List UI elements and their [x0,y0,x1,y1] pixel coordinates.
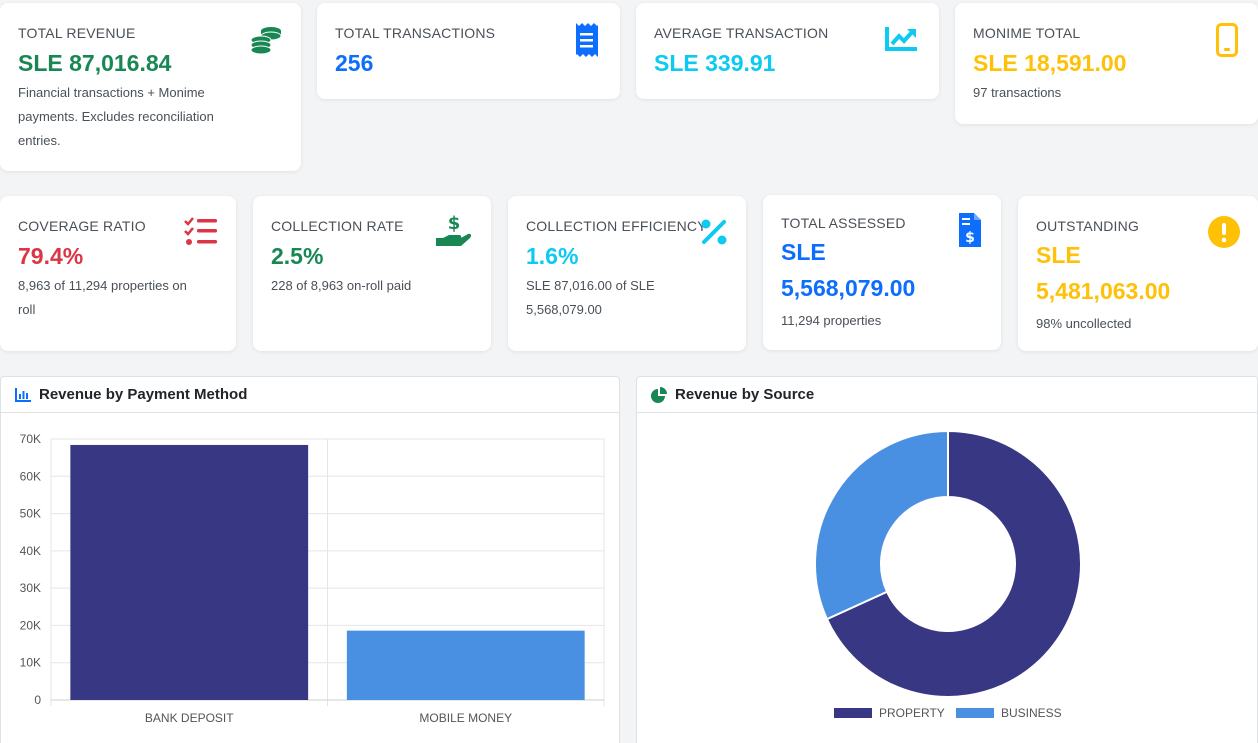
y-tick-label: 30K [20,581,41,595]
card-label: AVERAGE TRANSACTION [654,25,829,41]
card-value-amount: 5,568,079.00 [781,275,916,301]
card-label: MONIME TOTAL [973,25,1081,41]
card-label: COVERAGE RATIO [18,218,146,234]
slice-property[interactable] [825,429,1082,698]
card-subtext: Financial transactions + Monime payments… [18,85,214,148]
y-tick-label: 70K [20,432,41,446]
card-value-currency: SLE [781,239,826,265]
card-label: TOTAL ASSESSED [781,215,906,231]
outstanding-card: OUTSTANDING SLE 5,481,063.00 98% uncolle… [1018,196,1258,351]
card-label: COLLECTION EFFICIENCY [526,218,707,234]
svg-text:$: $ [965,230,975,246]
legend-label: BUSINESS [1001,706,1062,720]
card-value: SLE 87,016.84 [18,50,172,76]
card-value-amount: 5,481,063.00 [1036,278,1171,304]
card-subtext: 8,963 of 11,294 properties on roll [18,278,187,317]
y-tick-label: 60K [20,469,41,483]
x-tick-label: BANK DEPOSIT [145,711,234,725]
percent-icon [701,219,727,245]
chart-line-icon [885,27,917,51]
card-value: 256 [335,50,374,76]
card-subtext: 97 transactions [973,85,1062,100]
card-subtext: 11,294 properties [781,313,882,328]
bar-bank-deposit[interactable] [70,444,309,700]
receipt-icon [576,23,598,57]
y-tick-label: 20K [20,618,41,632]
pie-chart-icon [651,386,667,403]
bar-mobile-money[interactable] [346,630,585,700]
x-tick-label: MOBILE MONEY [419,711,512,725]
svg-text:$: $ [448,214,461,234]
y-tick-label: 40K [20,544,41,558]
card-label: OUTSTANDING [1036,218,1140,234]
y-tick-label: 50K [20,507,41,521]
panel-header: Revenue by Source [637,377,1257,413]
mobile-icon [1216,23,1238,57]
bar-chart-icon [15,387,31,402]
collection-rate-card: COLLECTION RATE 2.5% 228 of 8,963 on-rol… [253,196,491,351]
card-subtext: 228 of 8,963 on-roll paid [271,278,412,293]
monime-total-card: MONIME TOTAL SLE 18,591.00 97 transactio… [955,3,1258,124]
card-label: TOTAL REVENUE [18,25,136,41]
panel-header: Revenue by Payment Method [1,377,619,413]
card-subtext: SLE 87,016.00 of SLE 5,568,079.00 [526,278,655,317]
panel-title: Revenue by Source [675,386,815,403]
total-transactions-card: TOTAL TRANSACTIONS 256 [317,3,620,99]
y-tick-label: 10K [20,656,41,670]
checklist-icon [184,217,217,245]
invoice-dollar-icon: $ [959,213,981,247]
coverage-ratio-card: COVERAGE RATIO 79.4% 8,963 of 11,294 pro… [0,196,236,351]
legend-swatch [956,708,994,718]
legend-label: PROPERTY [879,706,945,720]
revenue-by-payment-method-panel: Revenue by Payment Method 0 10K 20K 30K 40K 5… [0,376,620,743]
revenue-by-source-panel: Revenue by Source PROPERTY BUSINESS [636,376,1258,743]
card-label: COLLECTION RATE [271,218,404,234]
card-value: SLE 18,591.00 [973,50,1127,76]
card-subtext: 98% uncollected [1036,316,1132,331]
average-transaction-card: AVERAGE TRANSACTION SLE 339.91 [636,3,939,99]
card-value-currency: SLE [1036,242,1081,268]
card-value: 79.4% [18,243,84,269]
hand-dollar-icon: $ [436,214,472,246]
collection-efficiency-card: COLLECTION EFFICIENCY 1.6% SLE 87,016.00… [508,196,746,351]
slice-business[interactable] [814,429,949,621]
card-value: 1.6% [526,243,579,269]
panel-title: Revenue by Payment Method [39,386,248,403]
payment-method-bar-chart: 0 10K 20K 30K 40K 50K 60K 70K BANK DEPOSIT MOBILE… [20,432,605,725]
exclamation-circle-icon [1208,216,1240,248]
card-value: 2.5% [271,243,324,269]
card-value: SLE 339.91 [654,50,776,76]
revenue-source-donut-chart: PROPERTY BUSINESS [814,429,1082,720]
total-revenue-card: TOTAL REVENUE SLE 87,016.84 Financial tr… [0,3,301,171]
y-tick-label: 0 [34,693,41,707]
total-assessed-card: TOTAL ASSESSED SLE 5,568,079.00 11,294 p… [763,195,1001,350]
coins-icon [250,27,282,55]
legend-swatch [834,708,872,718]
card-label: TOTAL TRANSACTIONS [335,25,496,41]
